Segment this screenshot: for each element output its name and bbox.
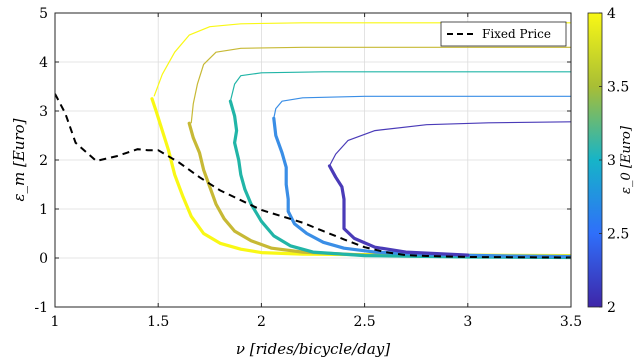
series-lines (55, 22, 571, 260)
fixed-price-line (55, 93, 571, 259)
series-line-thick-4 (327, 164, 470, 257)
y-tick-label: 3 (39, 104, 48, 120)
series-line-thin-4 (328, 121, 571, 167)
x-tick-label: 1 (51, 314, 60, 330)
series-line-thin-3 (273, 95, 571, 119)
colorbar-tick-label: 3 (607, 153, 616, 169)
legend-box: Fixed Price (440, 21, 567, 47)
x-tick-label: 1.5 (147, 314, 169, 330)
x-axis-label: ν [rides/bicycle/day] (236, 340, 390, 358)
series-line-thin-1 (190, 46, 571, 124)
colorbar-label: ε_0 [Euro] (619, 125, 634, 194)
x-tick-label: 2.5 (353, 314, 375, 330)
series-line-thin-2 (229, 71, 571, 102)
y-tick-label: 4 (39, 55, 48, 71)
x-tick-label: 3 (463, 314, 472, 330)
x-tick-label: 3.5 (560, 314, 582, 330)
colorbar-tick-label: 4 (607, 6, 616, 22)
y-tick-label: 2 (39, 153, 48, 169)
y-tick-label: 5 (39, 6, 48, 22)
legend-label-fixed-price: Fixed Price (482, 27, 551, 41)
series-line-thin-0 (153, 22, 571, 97)
y-axis-label: ε_m [Euro] (10, 118, 28, 201)
x-tick-label: 2 (257, 314, 266, 330)
colorbar-tick-label: 2 (607, 300, 616, 316)
y-tick-label: 0 (39, 251, 48, 267)
colorbar-tick-label: 3.5 (607, 80, 629, 96)
axis-ticks: 1 1.5 2 2.5 3 3.5 -1 0 1 2 3 4 5 (34, 6, 582, 330)
y-tick-label: 1 (39, 202, 48, 218)
colorbar-ticks: 2 2.5 3 3.5 4 (599, 6, 629, 316)
y-tick-label: -1 (34, 300, 48, 316)
colorbar-tick-label: 2.5 (607, 227, 629, 243)
